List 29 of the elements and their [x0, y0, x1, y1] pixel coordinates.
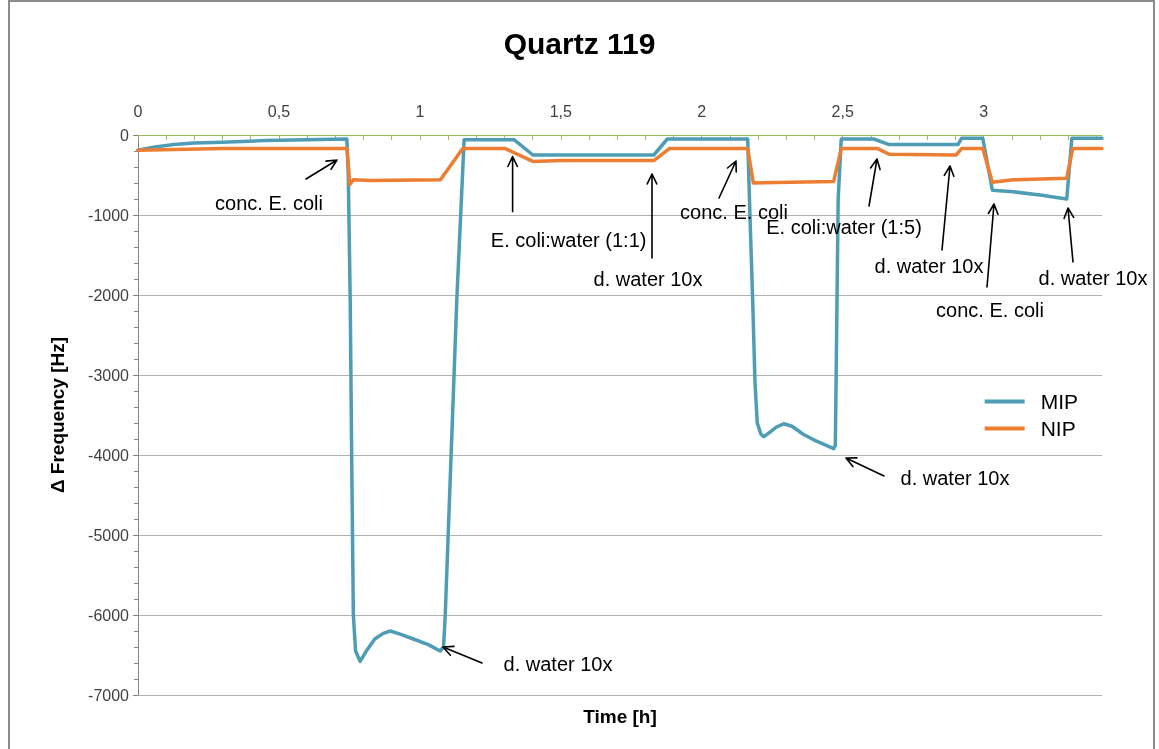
x-tick-label: 1,5 — [549, 102, 573, 120]
y-tick-label: -7000 — [88, 686, 130, 704]
x-axis-title: Time [h] — [583, 705, 657, 727]
x-tick-label: 2,5 — [831, 102, 854, 120]
y-axis-title: Δ Frequency [Hz] — [47, 336, 68, 494]
annotation: E. coli:water (1:1) — [490, 228, 647, 251]
annotation: d. water 10x — [1038, 267, 1148, 289]
y-tick-label: 0 — [120, 126, 130, 144]
x-tick-label: 0,5 — [267, 102, 291, 120]
legend-label: NIP — [1040, 417, 1076, 440]
annotation: d. water 10x — [593, 268, 703, 290]
annotation: conc. E. coli — [936, 299, 1044, 321]
legend-label: MIP — [1040, 390, 1079, 413]
line-series — [136, 146, 1104, 187]
x-tick-label: 2 — [697, 102, 707, 120]
y-tick-label: -6000 — [88, 606, 130, 624]
annotation: d. water 10x — [900, 467, 1010, 489]
annotation: d. water 10x — [503, 653, 613, 675]
y-tick-label: -5000 — [88, 526, 130, 544]
x-tick-label: 0 — [133, 102, 143, 120]
annotation: d. water 10x — [874, 255, 984, 277]
annotation: conc. E. coli — [215, 192, 323, 214]
x-tick-label: 1 — [415, 102, 425, 120]
y-tick-label: -3000 — [88, 366, 130, 384]
y-tick-label: -4000 — [88, 446, 130, 464]
chart-title: Quartz 119 — [503, 26, 656, 60]
y-tick-label: -1000 — [88, 206, 130, 224]
x-tick-label: 3 — [979, 102, 989, 120]
y-tick-label: -2000 — [88, 286, 130, 304]
